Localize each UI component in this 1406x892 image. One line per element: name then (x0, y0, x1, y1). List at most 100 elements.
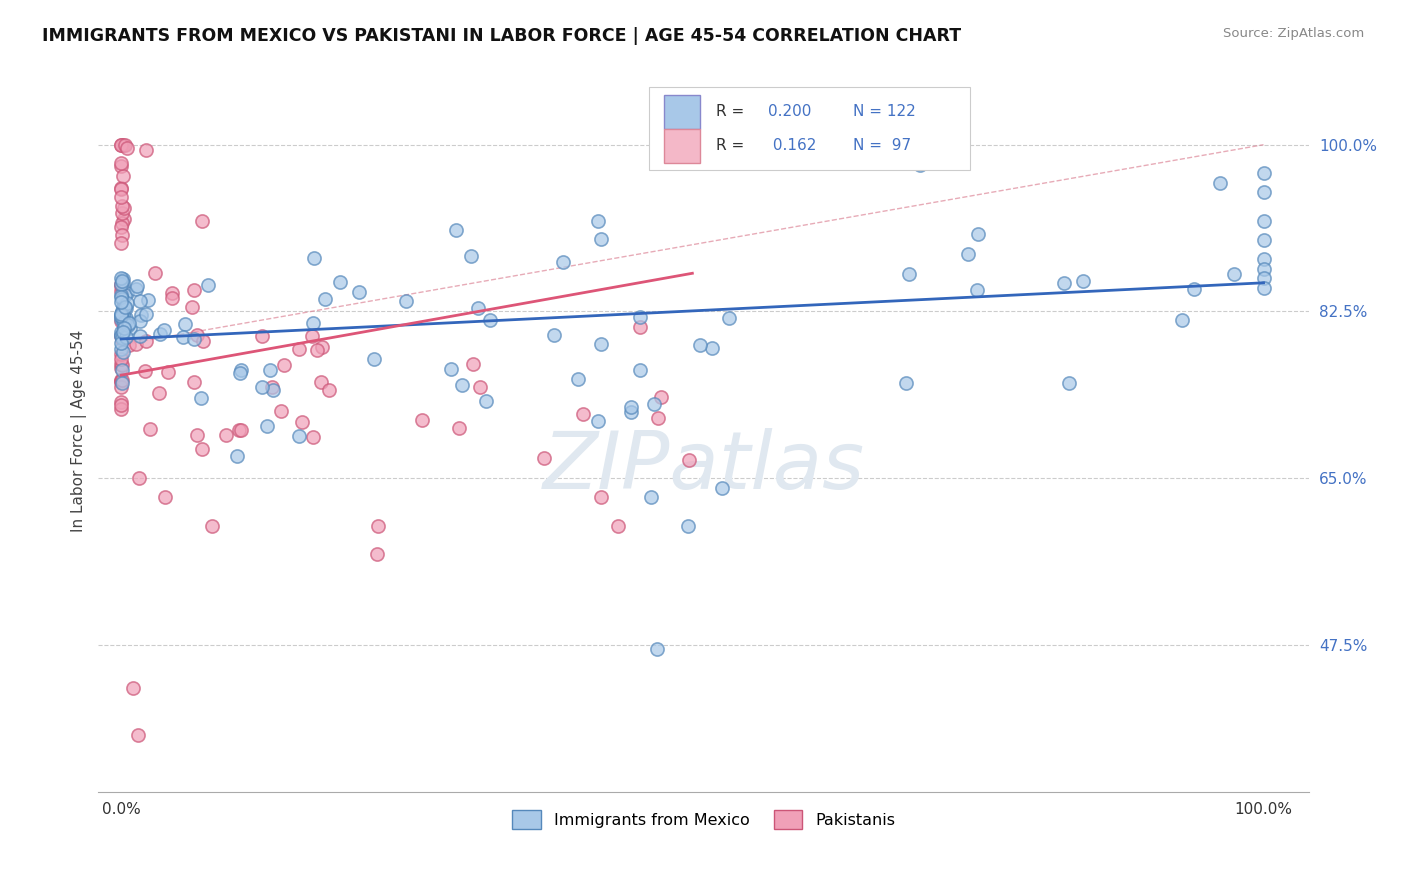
Point (607, 518, 630, 533)
Point (115, 286, 138, 301)
Point (191, 334, 214, 349)
Point (135, 144, 157, 158)
Point (711, 481, 734, 495)
Point (1253, 252, 1275, 266)
Text: R =: R = (716, 138, 749, 153)
Point (149, 327, 172, 342)
Point (367, 518, 389, 533)
Point (347, 285, 370, 299)
Point (647, 642, 669, 657)
Y-axis label: In Labor Force | Age 45-54: In Labor Force | Age 45-54 (72, 329, 87, 532)
Point (647, 411, 669, 425)
Point (118, 321, 141, 335)
Point (110, 307, 132, 321)
Point (678, 518, 700, 533)
Point (231, 423, 253, 437)
Point (256, 419, 278, 434)
Point (114, 288, 136, 302)
Point (110, 329, 132, 343)
Point (302, 430, 325, 444)
Point (966, 227, 988, 241)
Point (110, 288, 132, 302)
Point (1223, 267, 1246, 281)
Point (114, 300, 136, 314)
Point (125, 337, 148, 351)
Point (229, 362, 252, 376)
Point (1171, 313, 1194, 327)
Point (1053, 276, 1076, 290)
Text: R =: R = (716, 104, 749, 120)
Point (395, 294, 418, 309)
Point (702, 341, 724, 355)
Point (111, 228, 134, 243)
Point (1253, 261, 1275, 276)
Point (111, 376, 134, 390)
Point (174, 317, 197, 331)
Point (288, 429, 311, 443)
Point (201, 518, 224, 533)
Point (643, 396, 665, 410)
Point (620, 400, 643, 414)
Point (586, 414, 609, 428)
Point (110, 219, 132, 234)
Point (190, 391, 212, 405)
Point (148, 386, 170, 401)
Point (553, 255, 575, 269)
Point (1253, 166, 1275, 180)
Point (115, 296, 138, 310)
Point (467, 301, 489, 316)
Point (160, 286, 183, 301)
Point (307, 343, 329, 357)
Point (111, 363, 134, 377)
Point (215, 427, 238, 442)
Point (110, 342, 132, 356)
Point (114, 317, 136, 331)
Point (112, 320, 135, 334)
Point (567, 372, 589, 386)
FancyBboxPatch shape (664, 95, 700, 129)
Point (366, 547, 388, 561)
Point (894, 376, 917, 390)
Point (114, 137, 136, 152)
Point (186, 427, 208, 442)
Text: N =  97: N = 97 (852, 138, 911, 153)
Point (110, 336, 132, 351)
Point (1059, 376, 1081, 390)
Point (110, 277, 132, 292)
Point (1253, 233, 1275, 247)
Point (190, 214, 212, 228)
Point (110, 294, 132, 309)
Point (110, 206, 132, 220)
Point (183, 332, 205, 346)
Point (121, 681, 143, 695)
Point (115, 330, 138, 344)
Point (1253, 280, 1275, 294)
Point (110, 346, 132, 360)
Point (270, 404, 292, 418)
Point (111, 199, 134, 213)
Point (110, 395, 132, 409)
Point (363, 352, 385, 367)
Point (228, 424, 250, 438)
Text: Source: ZipAtlas.com: Source: ZipAtlas.com (1223, 27, 1364, 40)
Point (1182, 283, 1205, 297)
Point (128, 293, 150, 308)
Point (110, 190, 132, 204)
Point (111, 216, 134, 230)
Point (250, 329, 273, 343)
Point (628, 310, 651, 325)
Point (475, 394, 498, 409)
Point (114, 313, 136, 327)
FancyBboxPatch shape (664, 128, 700, 163)
Point (640, 490, 662, 504)
Point (966, 283, 988, 297)
Point (479, 313, 502, 327)
Point (112, 321, 135, 335)
Point (112, 299, 135, 313)
Point (152, 323, 174, 337)
Point (111, 333, 134, 347)
Point (262, 380, 284, 394)
Point (301, 328, 323, 343)
Point (110, 328, 132, 343)
Point (112, 201, 135, 215)
